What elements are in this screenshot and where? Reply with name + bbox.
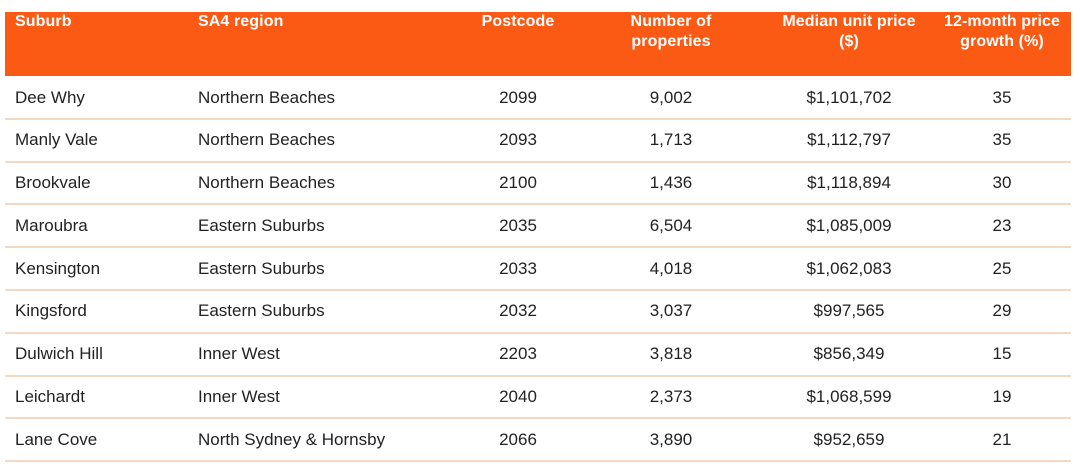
cell-number-of-properties: 2,373 [649, 386, 693, 406]
header-median-unit-price-line1: Median unit price [782, 13, 916, 30]
cell-median-unit-price: $856,349 [813, 344, 885, 364]
header-suburb: Suburb [5, 12, 197, 76]
cell-suburb: Dee Why [15, 87, 85, 107]
cell-number-of-properties: 3,818 [649, 344, 693, 364]
header-postcode: Postcode [459, 12, 577, 76]
table-row: Manly Vale Northern Beaches 2093 1,713 $1,11… [5, 119, 1071, 162]
cell-number-of-properties: 1,436 [649, 172, 693, 192]
table-row: Maroubra Eastern Suburbs 2035 6,504 $1,085,0… [5, 204, 1071, 248]
table-body: Dee Why Northern Beaches 2099 9,002 $1,101,7… [5, 76, 1071, 462]
cell-price-growth: 30 [992, 172, 1012, 192]
cell-postcode: 2066 [499, 429, 537, 449]
cell-suburb: Kensington [15, 258, 101, 278]
cell-postcode: 2033 [499, 258, 537, 278]
cell-postcode: 2035 [499, 215, 537, 235]
cell-median-unit-price: $1,118,894 [807, 172, 891, 192]
cell-postcode: 2100 [499, 172, 537, 192]
cell-price-growth: 25 [992, 258, 1012, 278]
cell-number-of-properties: 4,018 [649, 258, 693, 278]
suburb-price-table: Suburb SA4 region Postcode Number of pro… [5, 12, 1071, 462]
header-number-of-properties-line2: properties [631, 33, 711, 50]
cell-number-of-properties: 6,504 [649, 215, 693, 235]
cell-median-unit-price: $1,085,009 [806, 215, 892, 235]
header-median-unit-price-line2: ($) [839, 33, 859, 50]
cell-number-of-properties: 3,890 [649, 429, 693, 449]
cell-postcode: 2099 [499, 87, 537, 107]
cell-number-of-properties: 1,713 [649, 130, 693, 150]
table-row: Leichardt Inner West 2040 2,373 $1,068,599 19 [5, 376, 1071, 419]
cell-median-unit-price: $1,068,599 [806, 386, 892, 406]
cell-sa4-region: Eastern Suburbs [198, 301, 325, 321]
header-price-growth: 12-month price growth (%) [933, 12, 1071, 76]
cell-suburb: Brookvale [15, 172, 91, 192]
cell-price-growth: 35 [992, 130, 1012, 150]
cell-postcode: 2093 [499, 130, 537, 150]
cell-sa4-region: Northern Beaches [198, 87, 336, 107]
table-row: Kingsford Eastern Suburbs 2032 3,037 $997,56… [5, 290, 1071, 333]
cell-median-unit-price: $1,062,083 [806, 258, 892, 278]
table-row: Dulwich Hill Inner West 2203 3,818 $856,349 1… [5, 333, 1071, 376]
cell-sa4-region: Inner West [198, 386, 280, 406]
cell-price-growth: 21 [992, 429, 1012, 449]
cell-price-growth: 35 [992, 87, 1012, 107]
cell-postcode: 2040 [499, 386, 537, 406]
cell-price-growth: 15 [992, 344, 1012, 364]
header-price-growth-line2: growth (%) [960, 33, 1044, 50]
cell-number-of-properties: 9,002 [649, 87, 693, 107]
header-number-of-properties-line1: Number of [630, 13, 712, 30]
header-postcode-label: Postcode [481, 13, 555, 30]
header-row: Suburb SA4 region Postcode Number of pro… [5, 12, 1071, 76]
cell-median-unit-price: $1,112,797 [807, 130, 891, 150]
cell-suburb: Manly Vale [15, 130, 98, 150]
cell-sa4-region: Eastern Suburbs [198, 258, 325, 278]
cell-sa4-region: Eastern Suburbs [198, 215, 325, 235]
cell-sa4-region: North Sydney & Hornsby [198, 429, 386, 449]
cell-price-growth: 29 [992, 301, 1012, 321]
cell-median-unit-price: $1,101,702 [806, 87, 892, 107]
cell-postcode: 2032 [499, 301, 537, 321]
table-row: Lane Cove North Sydney & Hornsby 2066 3,890… [5, 418, 1071, 462]
cell-number-of-properties: 3,037 [649, 301, 693, 321]
header-sa4-region: SA4 region [197, 12, 459, 76]
cell-median-unit-price: $952,659 [813, 429, 885, 449]
header-suburb-label: Suburb [15, 13, 72, 30]
cell-suburb: Leichardt [15, 386, 85, 406]
header-price-growth-line1: 12-month price [943, 13, 1061, 30]
table-row: Dee Why Northern Beaches 2099 9,002 $1,101,7… [5, 76, 1071, 119]
cell-sa4-region: Northern Beaches [198, 130, 336, 150]
header-median-unit-price: Median unit price ($) [765, 12, 933, 76]
cell-suburb: Dulwich Hill [15, 344, 103, 364]
cell-price-growth: 23 [992, 215, 1012, 235]
cell-sa4-region: Northern Beaches [198, 172, 336, 192]
cell-price-growth: 19 [992, 386, 1012, 406]
cell-median-unit-price: $997,565 [813, 301, 885, 321]
suburb-price-table-container: Suburb SA4 region Postcode Number of pro… [5, 12, 1071, 462]
cell-postcode: 2203 [499, 344, 537, 364]
header-number-of-properties: Number of properties [577, 12, 765, 76]
table-row: Kensington Eastern Suburbs 2033 4,018 $1,062… [5, 247, 1071, 290]
table-header: Suburb SA4 region Postcode Number of pro… [5, 12, 1071, 76]
cell-suburb: Maroubra [15, 215, 88, 235]
header-sa4-region-label: SA4 region [198, 13, 284, 30]
table-row: Brookvale Northern Beaches 2100 1,436 $1,118… [5, 162, 1071, 205]
cell-suburb: Lane Cove [15, 429, 98, 449]
cell-suburb: Kingsford [15, 301, 87, 321]
cell-sa4-region: Inner West [198, 344, 280, 364]
